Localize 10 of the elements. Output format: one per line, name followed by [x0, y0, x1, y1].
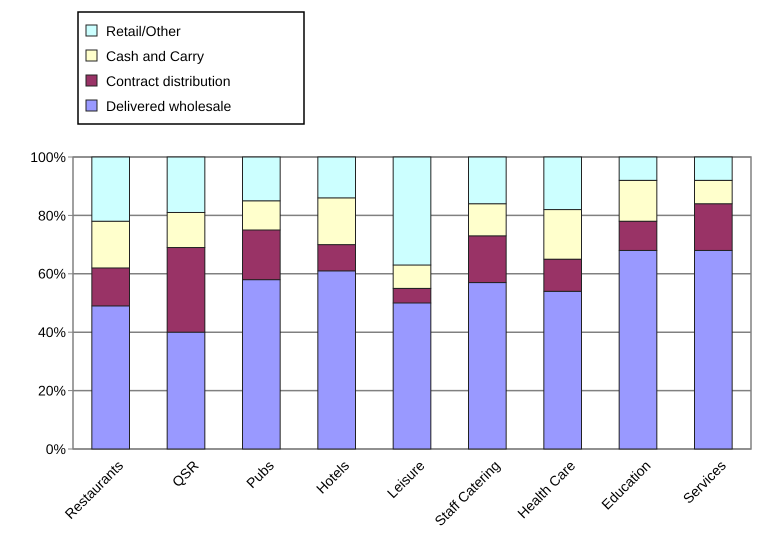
y-tick-label: 40% — [38, 324, 66, 340]
y-tick-label: 100% — [30, 148, 66, 165]
legend-label: Cash and Carry — [106, 48, 204, 64]
y-tick-label: 60% — [38, 266, 66, 282]
y-tick-label: 20% — [38, 382, 66, 398]
legend-label: Contract distribution — [106, 72, 231, 89]
legend-label: Retail/Other — [106, 22, 182, 39]
legend-label: Delivered wholesale — [106, 98, 232, 114]
y-tick-label: 0% — [46, 440, 66, 457]
y-tick-label: 80% — [38, 207, 66, 224]
